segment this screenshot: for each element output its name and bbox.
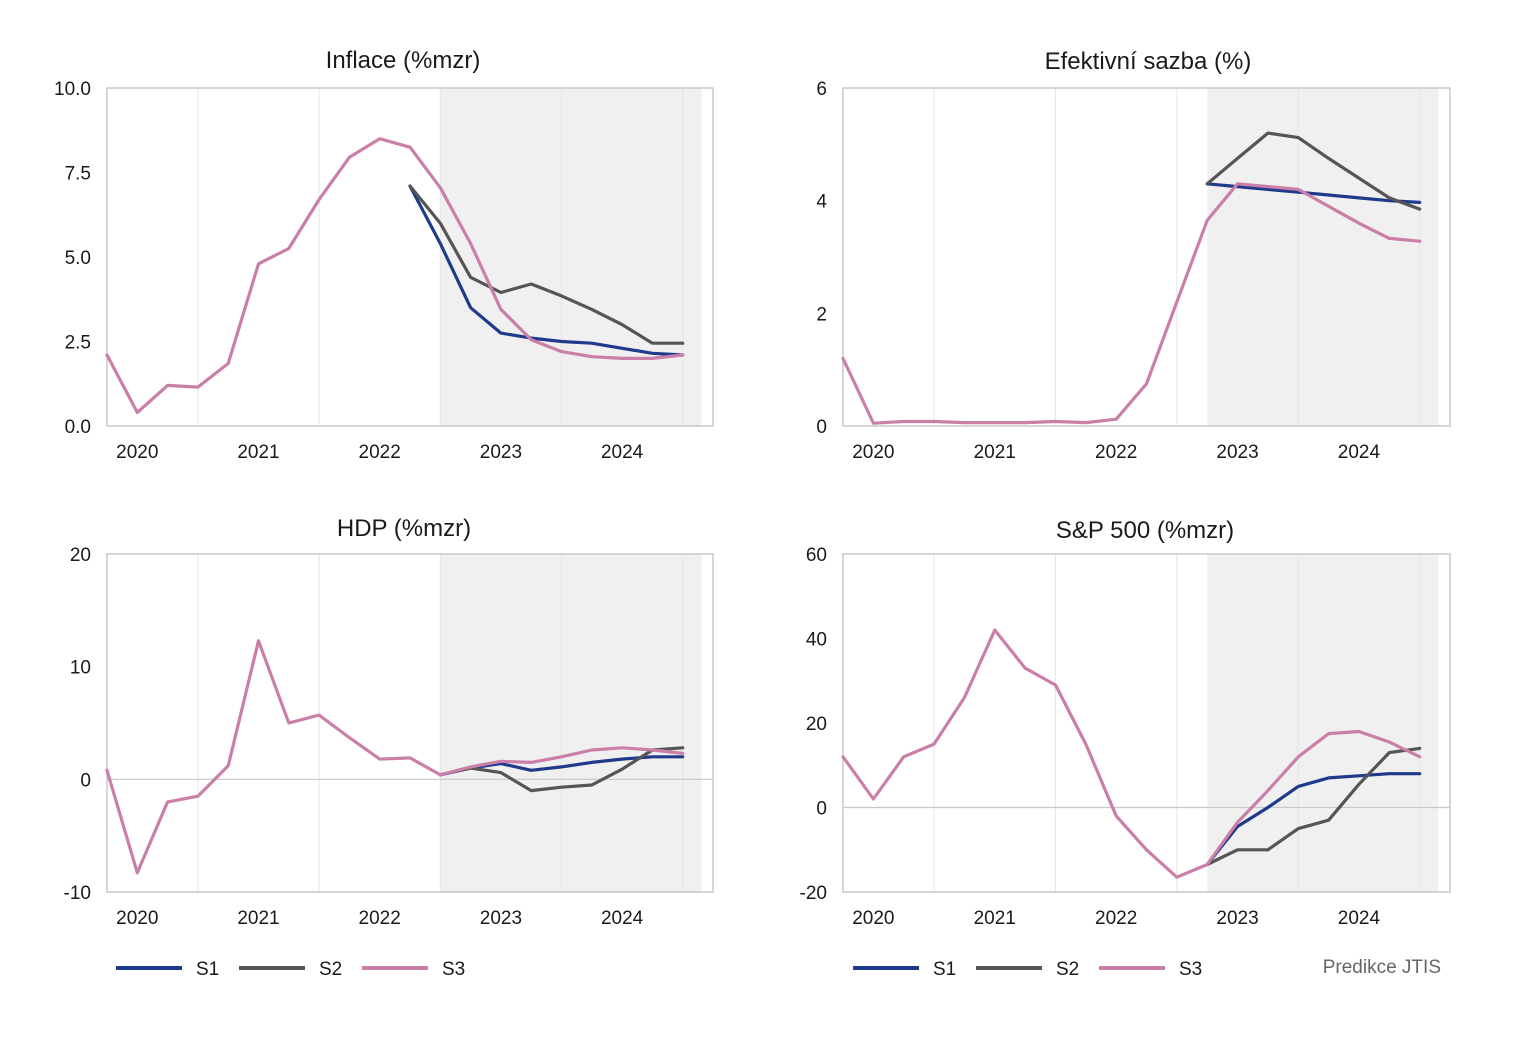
chart-title: Efektivní sazba (%)	[1045, 48, 1252, 75]
legend-2: S1 S2 S3	[853, 959, 1202, 980]
legend-label-s2: S2	[319, 959, 342, 980]
y-tick-label: -20	[800, 883, 827, 904]
source-note: Predikce JTIS	[1323, 957, 1441, 978]
legend-label-s1: S1	[196, 959, 219, 980]
legend-1: S1 S2 S3	[116, 959, 465, 980]
chart-panel-4: S&P 500 (%mzr) -20 0 20 40 60 2020 2021 2022 2023…	[800, 517, 1451, 929]
y-tick-label: 0	[80, 770, 91, 791]
forecast-shade	[440, 88, 702, 426]
plot-frame	[106, 553, 714, 893]
chart-panel-2: Efektivní sazba (%) 0 2 4 6 2020 2021 2022 2023 2…	[816, 48, 1451, 463]
series-line-s1	[1205, 772, 1422, 867]
series-line-s2	[1205, 746, 1422, 867]
y-tick-label: 20	[806, 714, 827, 735]
y-tick-label: 2	[816, 304, 827, 325]
legend-label-s1: S1	[933, 959, 956, 980]
forecast-shade	[1207, 554, 1439, 892]
x-tick-label: 2022	[1095, 908, 1137, 929]
legend-label-s3: S3	[1179, 959, 1202, 980]
y-tick-label: 2.5	[65, 333, 91, 354]
series-line-s3	[105, 639, 685, 875]
x-tick-label: 2021	[974, 908, 1016, 929]
legend-label-s3: S3	[442, 959, 465, 980]
forecast-shade	[1207, 88, 1439, 426]
x-tick-label: 2021	[237, 442, 279, 463]
x-tick-label: 2023	[1216, 442, 1258, 463]
series-line-s1	[1205, 182, 1422, 204]
chart-title: Inflace (%mzr)	[326, 47, 481, 74]
chart-title: S&P 500 (%mzr)	[1056, 517, 1234, 544]
y-tick-label: 10	[70, 658, 91, 679]
x-tick-label: 2022	[359, 908, 401, 929]
plot-frame	[106, 87, 714, 427]
chart-panel-1: Inflace (%mzr) 0.0 2.5 5.0 7.5 10.0 2020 2021 20…	[54, 47, 714, 463]
x-tick-label: 2021	[237, 908, 279, 929]
x-tick-label: 2021	[974, 442, 1016, 463]
y-tick-label: 40	[806, 630, 827, 651]
x-tick-label: 2023	[1216, 908, 1258, 929]
x-tick-label: 2022	[1095, 442, 1137, 463]
series-line-s2	[438, 746, 685, 793]
series-line-s3	[841, 182, 1422, 425]
chart-title: HDP (%mzr)	[337, 515, 471, 542]
y-tick-label: 5.0	[65, 248, 91, 269]
x-tick-label: 2024	[601, 908, 644, 929]
series-line-s3	[841, 628, 1422, 879]
plot-frame	[842, 553, 1451, 893]
y-tick-label: 20	[70, 545, 91, 566]
y-tick-label: 7.5	[65, 164, 91, 185]
y-tick-label: 10.0	[54, 79, 91, 100]
series-line-s1	[408, 184, 685, 357]
x-tick-label: 2020	[852, 908, 894, 929]
x-tick-label: 2024	[1338, 442, 1381, 463]
plot-frame	[842, 87, 1451, 427]
x-tick-label: 2020	[116, 908, 158, 929]
series-line-s3	[105, 137, 685, 415]
forecast-shade	[440, 554, 702, 892]
y-tick-label: 4	[816, 192, 827, 213]
x-tick-label: 2020	[852, 442, 894, 463]
series-line-s2	[408, 184, 685, 345]
x-tick-label: 2022	[359, 442, 401, 463]
y-tick-label: 6	[816, 79, 827, 100]
y-tick-label: 0.0	[65, 417, 91, 438]
x-tick-label: 2024	[1338, 908, 1381, 929]
x-tick-label: 2020	[116, 442, 158, 463]
y-tick-label: 0	[816, 799, 827, 820]
series-line-s2	[1205, 131, 1422, 211]
y-tick-label: 0	[816, 417, 827, 438]
x-tick-label: 2024	[601, 442, 644, 463]
y-tick-label: 60	[806, 545, 827, 566]
x-tick-label: 2023	[480, 442, 522, 463]
x-tick-label: 2023	[480, 908, 522, 929]
y-tick-label: -10	[64, 883, 91, 904]
legend-label-s2: S2	[1056, 959, 1079, 980]
